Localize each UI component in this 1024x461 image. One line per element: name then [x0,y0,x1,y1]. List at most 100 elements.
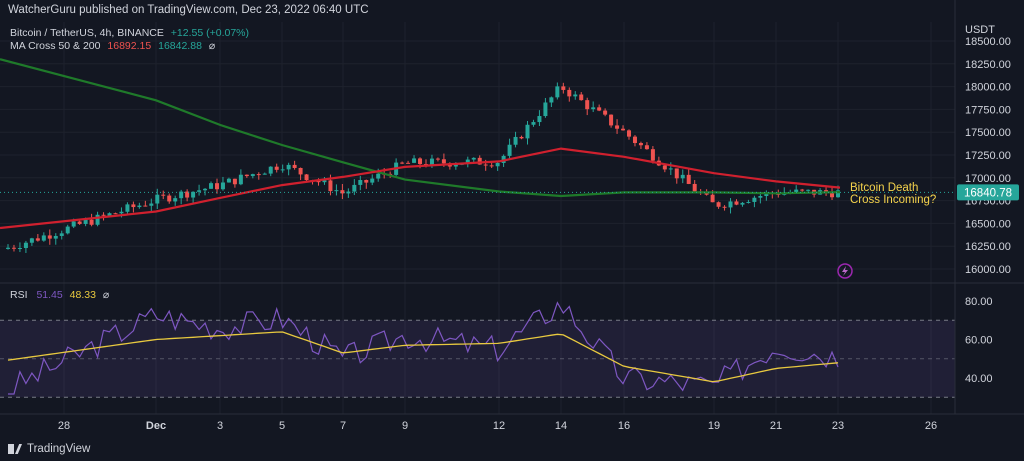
price-tick-label: 16250.00 [965,241,1011,253]
time-label: 12 [493,420,505,432]
time-label: 23 [832,420,844,432]
rsi-tick-label: 60.00 [965,335,993,347]
candle-body [340,190,345,194]
legend-ma200-value: 16842.88 [158,40,202,52]
candle-body [232,178,237,185]
legend-symbol-row: Bitcoin / TetherUS, 4h, BINANCE +12.55 (… [10,27,249,39]
candle-body [256,174,261,176]
candle-body [650,149,655,161]
rsi-line [8,301,839,395]
candle-body [555,86,560,98]
candle-body [137,205,142,208]
candle-body [250,174,255,177]
candle-body [107,213,112,216]
price-tick-label: 18000.00 [965,82,1011,94]
candle-body [453,164,458,167]
candle-body [573,94,578,97]
legend-ma-label: MA Cross 50 & 200 [10,40,101,52]
candle-body [525,124,530,139]
candle-body [477,157,482,165]
candle-body [41,235,46,241]
annotation-line-1: Bitcoin Death [850,182,918,194]
candle-body [746,201,751,203]
rsi-ma-line [7,331,839,383]
time-label: 3 [217,420,223,432]
time-label: 7 [340,420,346,432]
candle-body [155,194,160,204]
candle-body [794,189,799,193]
candle-body [418,158,423,165]
candle-body [680,174,685,179]
rsi-value-1: 51.45 [36,289,62,301]
candle-body [53,235,58,239]
candle-body [429,158,434,166]
candle-body [758,196,763,198]
current-price-label: 16840.78 [964,187,1012,199]
candle-body [352,184,357,192]
time-label: 14 [555,420,567,432]
candle-body [364,179,369,183]
legend-change: +12.55 (+0.07%) [171,27,249,39]
candle-body [304,174,309,181]
time-label: 28 [58,420,70,432]
candle-body [35,238,40,241]
candle-body [471,157,476,160]
time-label: 21 [770,420,782,432]
candle-body [632,136,637,144]
price-tick-label: 17250.00 [965,150,1011,162]
current-price-tag [957,184,1019,201]
candle-body [77,221,82,224]
candle-body [101,214,106,216]
candle-body [764,192,769,197]
candle-body [806,189,811,191]
candle-body [119,211,124,214]
candle-body [244,174,249,177]
candle-body [585,100,590,110]
candle-body [23,242,28,248]
candle-body [662,165,667,170]
price-tick-label: 18250.00 [965,59,1011,71]
candle-body [143,205,148,207]
price-tick-label: 17000.00 [965,173,1011,185]
candle-body [638,143,643,146]
legend-ma50-value: 16892.15 [107,40,151,52]
candle-body [710,194,715,203]
tradingview-footer[interactable]: TradingView [8,443,90,455]
tradingview-brand: TradingView [27,443,91,455]
lightning-icon[interactable] [837,263,853,279]
candle-body [161,194,166,196]
rsi-label: RSI [10,289,28,301]
candle-body [836,190,840,198]
rsi-axis-ticks: 80.00 60.00 40.00 [965,296,993,385]
candle-body [358,179,363,185]
candle-body [465,159,470,164]
time-axis-labels: 28 Dec 3 5 7 9 12 14 16 19 21 23 26 [58,420,937,432]
rsi-legend-row: RSI 51.45 48.33 ⌀ [10,289,110,301]
candle-body [531,122,536,125]
candle-body [674,168,679,179]
candle-body [59,233,64,236]
candle-body [83,219,88,224]
candle-body [483,164,488,166]
price-tick-label: 18500.00 [965,36,1011,48]
candle-body [489,165,494,167]
time-label: Dec [146,420,166,432]
candle-body [47,235,52,239]
annotation-line-2: Cross Incoming? [850,194,936,206]
tradingview-logo-icon [8,444,22,454]
candle-body [370,178,375,183]
candle-body [435,158,440,160]
price-tick-label: 16500.00 [965,218,1011,230]
candle-body [615,125,620,129]
candle-body [238,174,243,185]
candle-body [125,204,130,212]
candle-body [668,168,673,170]
candle-body [704,193,709,195]
candle-body [17,247,22,249]
candle-body [412,158,417,163]
candle-body [197,190,202,192]
time-label: 26 [925,420,937,432]
candle-body [11,247,16,249]
candle-body [203,188,208,191]
